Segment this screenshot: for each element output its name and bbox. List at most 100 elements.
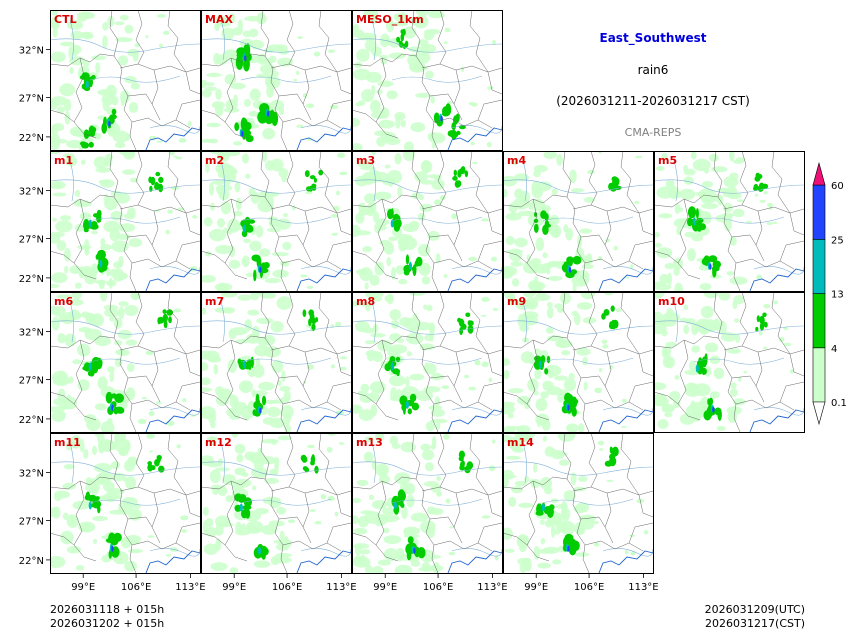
river-line	[693, 216, 785, 224]
province-border	[677, 198, 689, 264]
province-border	[282, 117, 342, 129]
province-border	[318, 10, 338, 73]
river-line	[503, 179, 654, 194]
coastline	[145, 550, 201, 574]
province-border	[201, 194, 266, 208]
panel-label: m8	[356, 295, 375, 308]
river-line	[391, 75, 483, 83]
province-border	[755, 351, 765, 403]
province-border	[352, 391, 399, 421]
panel-label: m10	[658, 295, 685, 308]
province-border	[477, 522, 503, 544]
river-line	[391, 357, 483, 365]
province-border	[487, 212, 503, 236]
panel-grid: CTL MAX MESO_1km m1 m2 m3 m4 m5 m6 m7 m8 m9 m10 m11 m1…	[50, 10, 805, 574]
province-border	[260, 433, 288, 574]
province-border	[352, 53, 417, 67]
colorbar-tick-label: 25	[831, 235, 844, 246]
lat-tick-label: 27°N	[19, 375, 44, 386]
rain-core	[562, 533, 580, 556]
province-border	[411, 10, 439, 151]
river-line	[69, 442, 74, 484]
region-title: East_Southwest	[600, 31, 707, 46]
rain-core	[80, 125, 97, 149]
rain-field-light	[654, 151, 778, 292]
province-border	[469, 151, 489, 214]
river-line	[371, 301, 376, 343]
panel-label: m3	[356, 154, 375, 167]
rain-core	[302, 309, 319, 331]
province-border	[286, 433, 296, 488]
province-border	[278, 234, 304, 246]
province-border	[375, 198, 387, 264]
panel-frame	[201, 433, 352, 574]
river-line	[654, 179, 805, 194]
province-border	[127, 516, 153, 528]
colorbar-tick-label: 4	[831, 344, 837, 355]
province-border	[584, 258, 644, 270]
province-border	[302, 492, 312, 544]
province-border	[677, 339, 689, 405]
colorbar-segment	[812, 184, 826, 240]
province-border	[437, 433, 447, 488]
lon-tick-label: 99°E	[524, 582, 548, 593]
river-line	[300, 266, 352, 275]
province-border	[201, 532, 248, 562]
province-border	[433, 258, 493, 270]
rain-field-light	[352, 433, 499, 574]
lon-tick-label: 106°E	[272, 582, 302, 593]
province-border	[127, 93, 153, 105]
province-border	[109, 151, 137, 292]
lat-tick-label: 32°N	[19, 327, 44, 338]
province-border	[503, 194, 568, 208]
province-border	[286, 10, 296, 65]
province-border	[638, 212, 654, 236]
river-line	[69, 19, 74, 61]
river-line	[371, 160, 376, 202]
province-border	[318, 151, 338, 214]
map-panel: m2	[201, 151, 352, 292]
province-border	[50, 109, 97, 139]
province-border	[224, 57, 236, 123]
province-border	[731, 234, 757, 246]
panel-frame	[503, 151, 654, 292]
lat-tick-label: 32°N	[19, 186, 44, 197]
rain-field-light	[352, 151, 498, 290]
rain-core	[253, 543, 269, 560]
panel-frame	[654, 151, 805, 292]
province-border	[469, 433, 489, 496]
river-line	[89, 357, 181, 365]
coastline	[447, 409, 503, 433]
province-border	[73, 339, 85, 405]
province-border	[127, 234, 153, 246]
province-border	[477, 99, 503, 121]
period-title: (2026031211-2026031217 CST)	[556, 94, 750, 108]
province-border	[201, 250, 248, 280]
rain-core	[234, 117, 254, 143]
province-border	[119, 204, 201, 214]
rain-core	[384, 356, 401, 377]
map-panel: m7	[201, 292, 352, 433]
init-time-line2: 2026031202 + 015h	[50, 617, 164, 630]
province-border	[453, 492, 463, 544]
province-border	[151, 69, 161, 121]
province-border	[487, 494, 503, 518]
province-border	[654, 250, 701, 280]
province-border	[580, 375, 606, 387]
province-border	[175, 240, 201, 262]
province-border	[336, 212, 352, 236]
province-border	[433, 540, 493, 552]
rain-core	[701, 255, 721, 278]
province-border	[375, 480, 387, 546]
province-border	[433, 117, 493, 129]
river-line	[602, 407, 654, 416]
province-border	[477, 381, 503, 403]
province-border	[185, 353, 201, 377]
map-panel: m3	[352, 151, 503, 292]
panel-label: MESO_1km	[356, 13, 424, 26]
colorbar-tick-label: 60	[831, 181, 844, 192]
province-border	[779, 240, 805, 262]
province-border	[135, 433, 145, 488]
lon-tick-label: 99°E	[222, 582, 246, 593]
province-border	[131, 258, 191, 270]
